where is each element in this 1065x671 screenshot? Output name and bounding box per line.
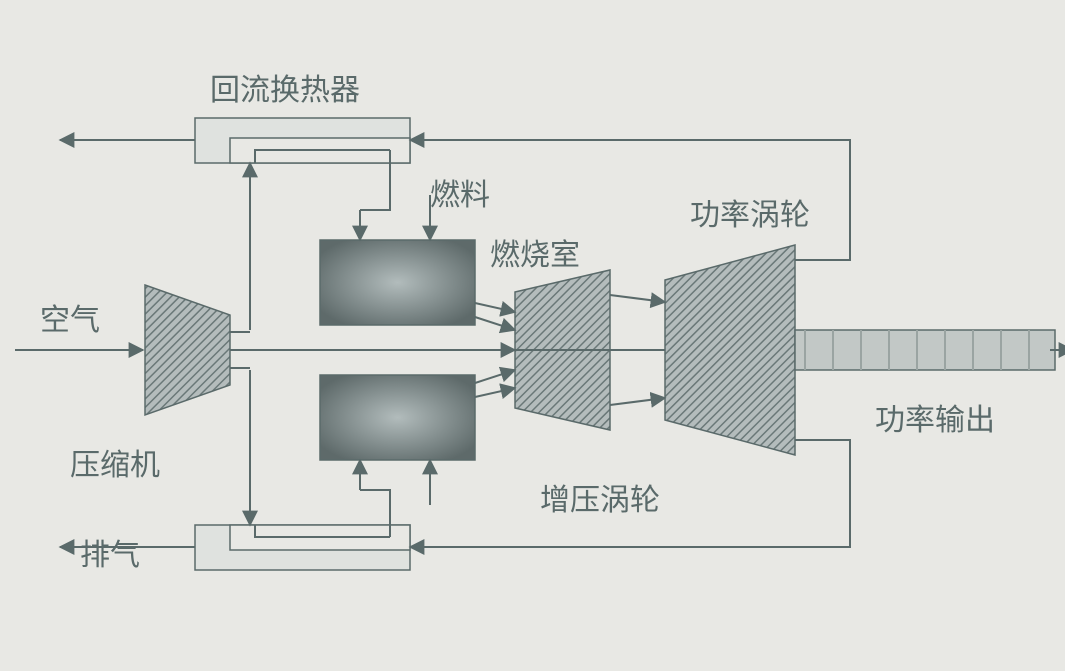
label-air: 空气 <box>40 304 100 337</box>
power-turbine-shape <box>665 245 795 455</box>
label-power-turbine: 功率涡轮 <box>690 199 810 232</box>
label-exhaust: 排气 <box>80 539 140 572</box>
combustor-upper <box>320 240 475 325</box>
combustor-lower <box>320 375 475 460</box>
compressor-shape <box>145 285 230 415</box>
label-compressor: 压缩机 <box>70 449 160 482</box>
label-power-out: 功率输出 <box>875 404 995 437</box>
label-combustor: 燃烧室 <box>490 239 580 272</box>
label-recuperator: 回流换热器 <box>210 74 360 107</box>
label-boost-turbine: 增压涡轮 <box>540 484 660 517</box>
label-fuel: 燃料 <box>430 179 490 212</box>
